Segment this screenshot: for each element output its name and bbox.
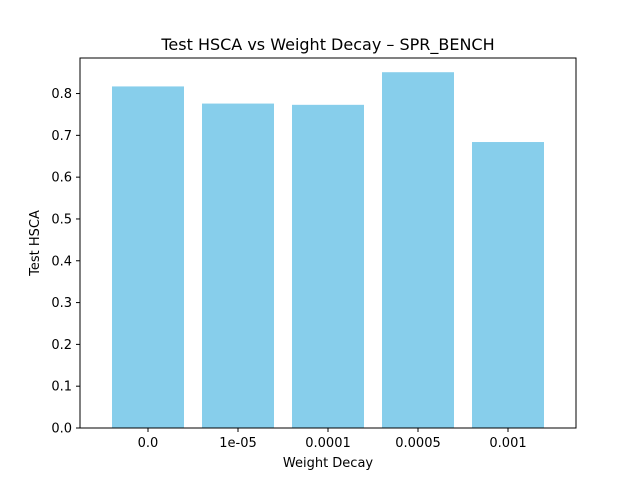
y-tick-label: 0.8 [51, 87, 72, 102]
bars-layer [112, 72, 544, 429]
plot-frame [79, 57, 577, 429]
y-tick-label: 0.0 [51, 422, 72, 437]
x-tick-label: 1e-05 [219, 436, 257, 451]
bar-0.0 [112, 86, 184, 429]
y-axis: 0.0 0.1 0.2 0.3 0.4 0.5 0.6 0.7 0.8 [51, 87, 80, 437]
x-tick-label: 0.0 [138, 436, 159, 451]
bar-0.0001 [292, 104, 364, 428]
x-tick-label: 0.0001 [305, 436, 351, 451]
bar-0.001 [472, 142, 544, 428]
x-axis-label: Weight Decay [283, 456, 374, 471]
x-tick-label: 0.001 [489, 436, 526, 451]
chart-title: Test HSCA vs Weight Decay – SPR_BENCH [160, 35, 494, 55]
bar-1e-05 [202, 103, 274, 428]
bar-0.0005 [382, 72, 454, 429]
y-tick-label: 0.6 [51, 171, 72, 186]
y-tick-label: 0.3 [51, 296, 72, 311]
x-axis: 0.0 1e-05 0.0001 0.0005 0.001 [138, 428, 527, 451]
y-tick-label: 0.2 [51, 338, 72, 353]
y-tick-label: 0.4 [51, 254, 72, 269]
y-tick-label: 0.5 [51, 212, 72, 227]
y-axis-label: Test HSCA [28, 210, 43, 277]
x-tick-label: 0.0005 [395, 436, 441, 451]
y-tick-label: 0.1 [51, 380, 72, 395]
y-tick-label: 0.7 [51, 129, 72, 144]
